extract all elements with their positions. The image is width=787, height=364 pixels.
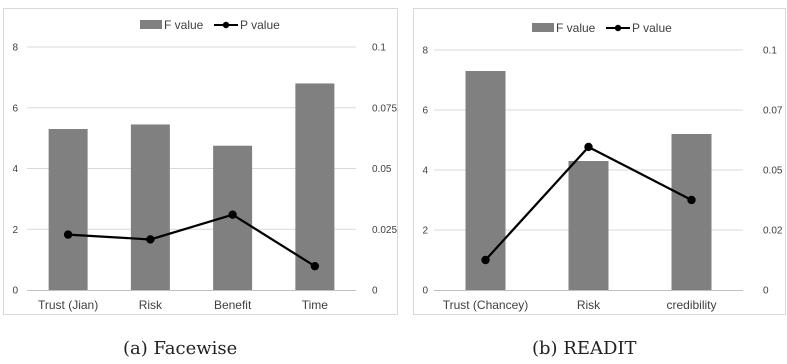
bar-2: [130, 124, 170, 290]
y-left-tick-label: 2: [12, 225, 18, 236]
legend-label-f-value: F value: [164, 18, 204, 32]
p-value-point-2: [146, 235, 155, 244]
y-right-tick-label: 0.05: [372, 164, 392, 175]
p-value-point-3: [228, 210, 237, 219]
x-tick-label: Trust (Chancey): [443, 298, 529, 312]
caption: (b) READIT: [532, 338, 637, 359]
x-tick-label: credibility: [666, 298, 716, 312]
legend: F value P value: [532, 21, 672, 35]
p-value-line: [68, 213, 316, 268]
y-right-tick-label: 0.075: [372, 103, 397, 114]
legend-label-p-value: P value: [632, 21, 672, 35]
y-right-tick-label: 0.1: [372, 43, 386, 54]
legend-label-f-value: F value: [556, 21, 596, 35]
x-tick-label: Risk: [139, 298, 163, 312]
y-right-tick-label: 0.025: [372, 225, 397, 236]
bar-4: [295, 83, 335, 290]
y-left-tick-label: 8: [422, 46, 428, 57]
legend-swatch-f-value: [532, 23, 554, 32]
x-tick-label: Time: [302, 298, 329, 312]
bar-1: [48, 129, 88, 290]
y-left-tick-label: 4: [422, 166, 428, 177]
legend-marker-p-value: [614, 24, 622, 32]
p-value-point-2: [584, 142, 593, 152]
caption: (a) Facewise: [123, 338, 237, 359]
legend-swatch-f-value: [140, 20, 162, 29]
y-left-tick-label: 4: [12, 164, 18, 175]
p-value-point-4: [310, 261, 320, 271]
bar-3: [671, 134, 712, 290]
y-right-tick-label: 0.02: [763, 226, 783, 237]
y-left-tick-label: 8: [12, 43, 18, 54]
y-right-tick-label: 0.05: [763, 166, 783, 177]
legend-label-p-value: P value: [240, 18, 280, 32]
x-tick-label: Benefit: [214, 298, 252, 312]
legend: F value P value: [140, 18, 280, 32]
x-tick-label: Risk: [577, 298, 601, 312]
p-value-point-1: [481, 255, 490, 265]
y-right-tick-label: 0: [763, 286, 769, 297]
p-value-point-3: [687, 195, 696, 205]
y-right-tick-label: 0: [372, 286, 378, 297]
y-right-tick-label: 0.1: [763, 46, 777, 57]
chart-panel-2: 0 2 4 6 8 0 0.02 0.05 0.07 0.1 Trust (Chancey) Risk…: [413, 8, 786, 359]
bar-1: [465, 71, 506, 290]
x-tick-label: Trust (Jian): [38, 298, 98, 312]
bar-2: [568, 161, 609, 290]
y-left-tick-label: 0: [422, 286, 428, 297]
y-left-tick-label: 6: [12, 103, 18, 114]
p-value-point-1: [63, 230, 73, 239]
y-left-tick-label: 6: [422, 106, 428, 117]
y-left-tick-label: 0: [12, 286, 18, 297]
legend-marker-p-value: [222, 21, 230, 29]
chart-panel-1: 0 2 4 6 8 0 0.025 0.05 0.075 0.1 Trust (Jian) Risk B…: [3, 8, 398, 359]
y-right-tick-label: 0.07: [763, 106, 783, 117]
y-left-tick-label: 2: [422, 226, 428, 237]
